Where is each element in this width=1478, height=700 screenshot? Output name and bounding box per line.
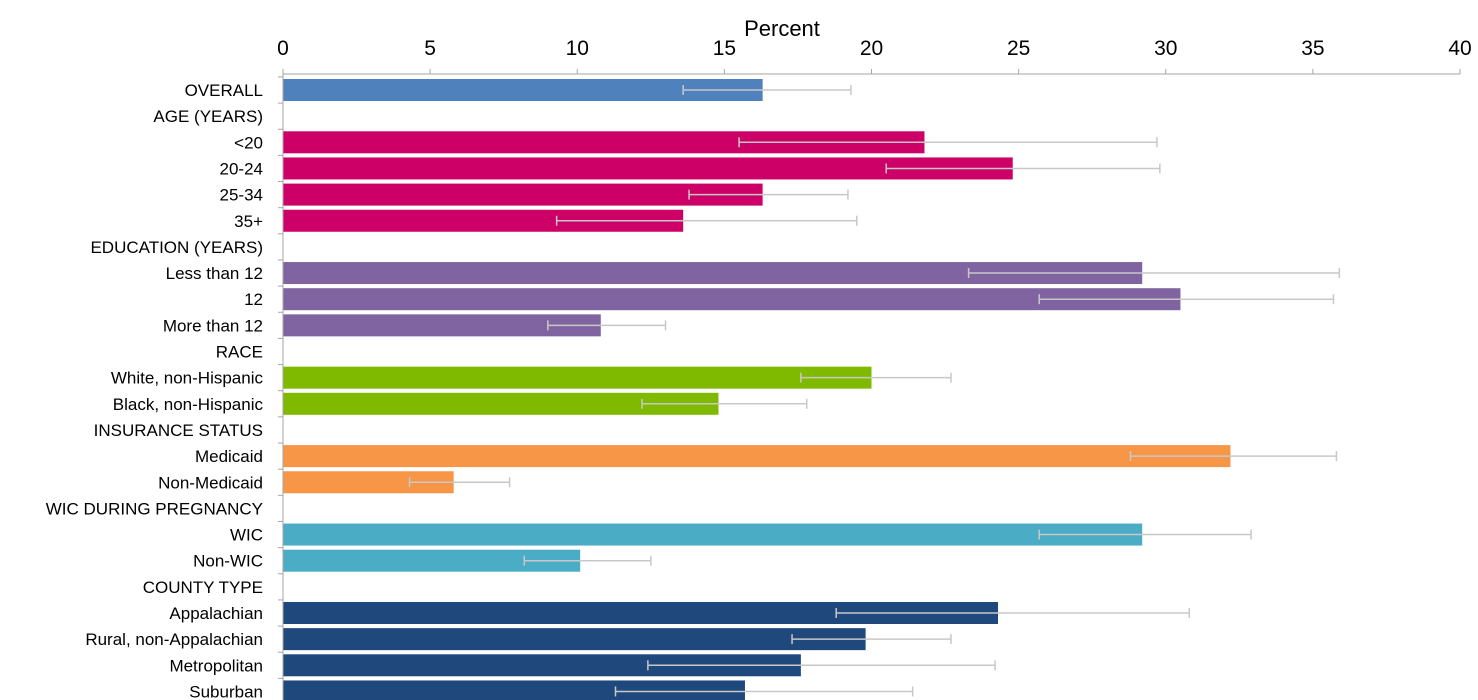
x-tick-label: 30	[1154, 37, 1177, 60]
bar-age	[283, 157, 1013, 180]
bar-race	[283, 392, 719, 415]
category-label: 12	[244, 290, 263, 309]
category-label: White, non-Hispanic	[111, 369, 264, 388]
category-label: <20	[234, 133, 263, 152]
category-label: Non-WIC	[193, 552, 263, 571]
bar-county	[283, 628, 866, 651]
x-tick-label: 5	[424, 37, 436, 60]
bar-education	[283, 262, 1143, 285]
group-header-label: AGE (YEARS)	[153, 107, 263, 126]
category-label: Suburban	[189, 682, 263, 700]
category-label: 25-34	[220, 186, 263, 205]
group-header-label: EDUCATION (YEARS)	[90, 238, 263, 257]
category-label: Metropolitan	[169, 656, 263, 675]
bar-age	[283, 209, 684, 232]
bar-education	[283, 314, 601, 337]
category-label: 35+	[234, 212, 263, 231]
category-label: Appalachian	[169, 604, 263, 623]
bar-wic	[283, 523, 1143, 546]
bar-insurance	[283, 471, 454, 494]
x-tick-label: 0	[277, 37, 289, 60]
bar-race	[283, 366, 872, 389]
bar-wic	[283, 549, 581, 572]
x-tick-label: 10	[566, 37, 589, 60]
bars	[283, 79, 1231, 700]
category-label: 20-24	[220, 159, 263, 178]
category-label: Black, non-Hispanic	[113, 395, 264, 414]
x-axis-ticks: 0 5 10 15 20 25 30 35 40	[277, 37, 1472, 74]
category-label: Non-Medicaid	[158, 473, 263, 492]
category-label: Medicaid	[195, 447, 263, 466]
x-tick-label: 25	[1007, 37, 1030, 60]
bar-county	[283, 602, 999, 624]
group-header-label: RACE	[216, 343, 263, 362]
bar-overall	[283, 79, 763, 101]
x-axis-title: Percent	[744, 16, 820, 41]
category-label: Rural, non-Appalachian	[85, 630, 263, 649]
group-header-label: INSURANCE STATUS	[94, 421, 263, 440]
category-label: WIC	[230, 526, 263, 545]
error-bars	[408, 85, 1341, 697]
category-label: OVERALL	[185, 81, 263, 100]
x-tick-label: 40	[1448, 37, 1471, 60]
x-tick-label: 15	[713, 37, 736, 60]
bar-county	[283, 680, 745, 700]
bar-education	[283, 288, 1181, 311]
category-label: Less than 12	[166, 264, 263, 283]
x-tick-label: 35	[1301, 37, 1324, 60]
category-labels: OVERALL AGE (YEARS) <20 20-24 25-34 35+ EDUCAT…	[46, 76, 283, 700]
group-header-label: WIC DURING PREGNANCY	[46, 499, 263, 518]
bar-county	[283, 654, 801, 677]
bar-age	[283, 183, 763, 206]
x-tick-label: 20	[860, 37, 883, 60]
category-label: More than 12	[163, 316, 263, 335]
bar-age	[283, 131, 925, 154]
bar-insurance	[283, 445, 1231, 468]
group-header-label: COUNTY TYPE	[143, 578, 263, 597]
